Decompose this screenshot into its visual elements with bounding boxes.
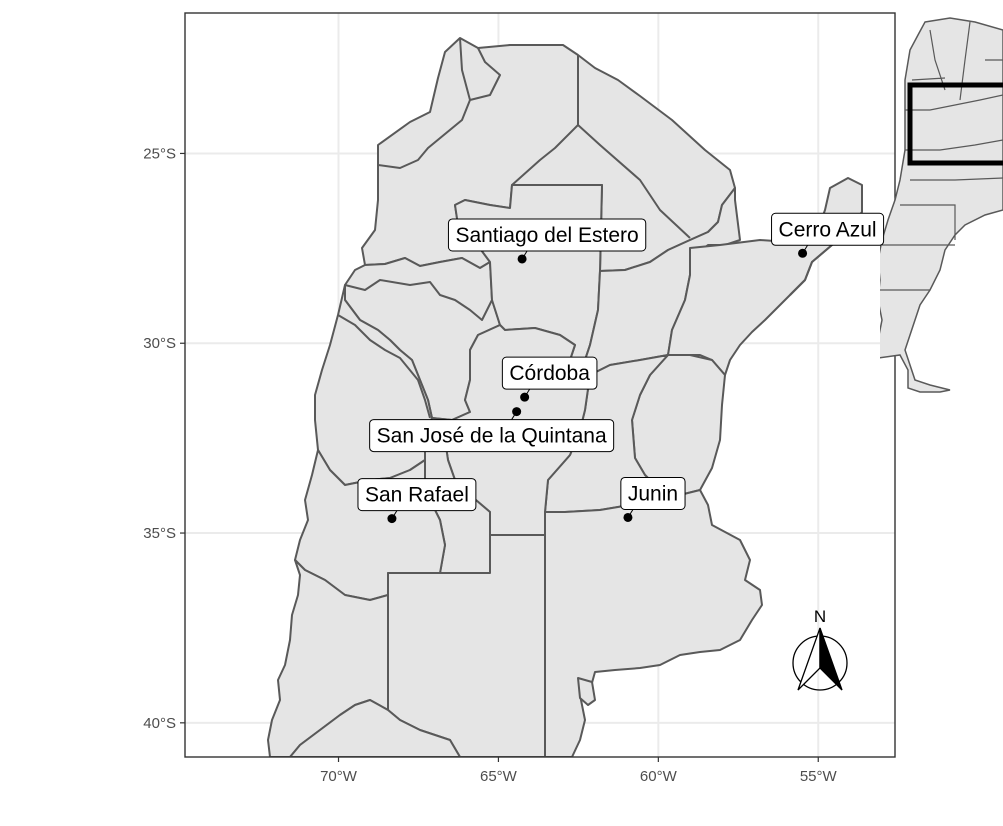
province-rio-negro <box>289 699 461 757</box>
inset-map <box>880 17 1003 393</box>
x-tick-label: 55°W <box>800 768 838 785</box>
x-tick-label: 70°W <box>320 768 358 785</box>
y-tick-label: 40°S <box>143 715 176 732</box>
x-tick-label: 60°W <box>640 768 678 785</box>
place-point <box>517 254 527 264</box>
place-label-box <box>357 478 477 512</box>
place-marker: San José de la Quintana <box>369 407 615 453</box>
north-arrow-label: N <box>814 607 826 626</box>
province-boundary <box>377 37 691 239</box>
y-tick-label: 35°S <box>143 525 176 542</box>
place-marker: Córdoba <box>501 356 598 402</box>
province-boundary <box>337 314 431 419</box>
river-plate-islands <box>577 677 596 706</box>
place-label-box <box>771 212 885 246</box>
place-marker: Santiago del Estero <box>447 218 647 264</box>
north-arrow-right-half <box>819 627 843 691</box>
place-label-box <box>369 419 615 453</box>
place-point <box>387 514 397 524</box>
north-arrow: N <box>792 607 848 691</box>
place-label: Cerro Azul <box>779 218 877 241</box>
place-marker: Cerro Azul <box>771 212 885 258</box>
place-label-box <box>620 476 686 510</box>
y-tick-label: 25°S <box>143 145 176 162</box>
inset-province-lines <box>880 21 1003 291</box>
place-label: San Rafael <box>365 484 469 507</box>
place-label: Junin <box>628 482 678 505</box>
place-point <box>512 407 522 417</box>
place-label-box <box>501 356 598 390</box>
axes: 70°W 65°W 60°W 55°W 25°S 30°S 35°S 40°S <box>143 145 837 785</box>
places: Santiago del Estero Cerro Azul Córdoba San … <box>357 212 885 524</box>
place-point <box>623 512 633 522</box>
place-label: Córdoba <box>509 362 590 385</box>
province-boundary <box>789 244 833 296</box>
y-tick-label: 30°S <box>143 335 176 352</box>
place-point <box>520 392 530 402</box>
place-marker: San Rafael <box>357 478 477 524</box>
place-point <box>798 248 808 258</box>
place-label-box <box>447 218 647 252</box>
place-label: Santiago del Estero <box>455 224 638 247</box>
place-label: San José de la Quintana <box>377 425 607 448</box>
place-marker: Junin <box>620 476 686 522</box>
x-tick-label: 65°W <box>480 768 518 785</box>
province-boundary <box>344 279 493 321</box>
map-panel-border <box>184 12 896 758</box>
inset-extent-box <box>907 82 1003 166</box>
